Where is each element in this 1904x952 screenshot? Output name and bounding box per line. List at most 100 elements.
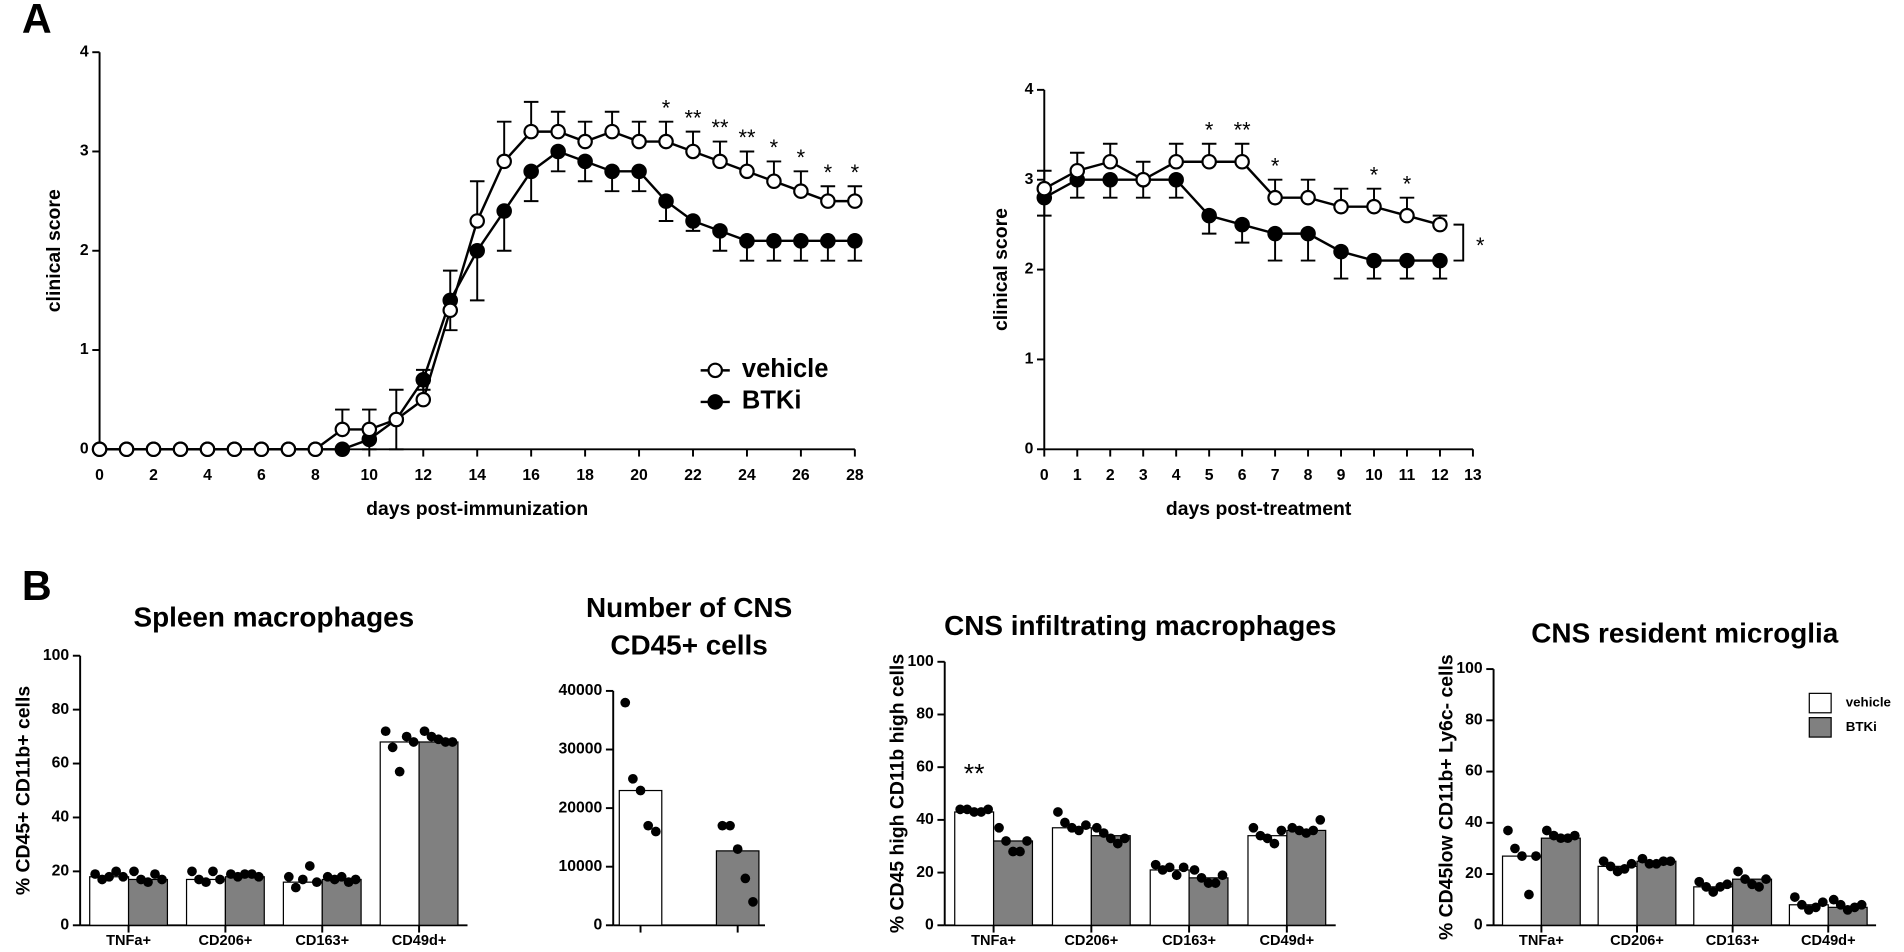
- data-point: [1503, 825, 1513, 836]
- data-point: [1105, 833, 1116, 844]
- significance: *: [1205, 117, 1214, 142]
- point: [1168, 171, 1184, 188]
- point: [118, 441, 135, 458]
- data-point: [215, 874, 225, 885]
- data-point: [969, 807, 980, 817]
- data-point: [1531, 851, 1541, 861]
- bar: [1051, 827, 1092, 926]
- point: [577, 133, 593, 150]
- x-tick-label: 6: [257, 467, 266, 484]
- legend-label: BTKi: [742, 387, 802, 415]
- data-point: [201, 877, 211, 888]
- data-point: [304, 861, 315, 871]
- data-point: [1189, 865, 1200, 875]
- bracket: [1453, 223, 1465, 262]
- point: [658, 133, 674, 150]
- point: [766, 233, 782, 249]
- y-tick-label: 80: [52, 701, 70, 718]
- chart-title: Number of CNS: [586, 592, 792, 623]
- x-tick-label: 1: [1073, 467, 1082, 484]
- point: [685, 213, 701, 229]
- data-point: [239, 869, 250, 879]
- data-point: [1217, 870, 1228, 881]
- data-point: [1789, 892, 1800, 902]
- data-point: [311, 877, 322, 888]
- x-tick-label: 20: [630, 467, 648, 484]
- point: [523, 123, 539, 140]
- data-point: [1637, 853, 1648, 864]
- bar: [1286, 829, 1327, 926]
- point: [793, 183, 809, 199]
- data-point: [90, 869, 101, 879]
- data-point: [1196, 872, 1207, 883]
- data-point: [1754, 881, 1764, 892]
- y-tick-label: 100: [43, 647, 70, 664]
- data-point: [1722, 879, 1733, 890]
- panel-label: B: [22, 563, 52, 609]
- x-tick-label: CD206+: [198, 933, 252, 949]
- point: [1102, 153, 1119, 170]
- x-tick-label: 0: [95, 467, 104, 484]
- data-point: [1119, 833, 1130, 844]
- legend-swatch: [1808, 717, 1832, 738]
- point: [1267, 189, 1283, 206]
- y-axis-label: % CD45 high CD11b high cells: [887, 654, 909, 933]
- point: [1300, 189, 1316, 206]
- point: [1234, 216, 1250, 233]
- point: [523, 163, 539, 180]
- y-tick-label: 80: [916, 706, 934, 723]
- data-point: [394, 766, 405, 777]
- point: [1432, 252, 1448, 269]
- data-point: [350, 874, 361, 885]
- data-point: [118, 871, 128, 882]
- x-tick-label: 18: [576, 467, 594, 484]
- y-tick-label: 20: [916, 864, 934, 881]
- data-point: [208, 866, 218, 877]
- data-point: [1517, 851, 1527, 861]
- data-point: [1541, 825, 1552, 836]
- data-point: [732, 844, 743, 854]
- point: [496, 153, 512, 170]
- data-point: [1708, 887, 1719, 897]
- legend-marker: [707, 394, 723, 410]
- x-tick-label: 22: [684, 467, 702, 484]
- x-tick-label: 24: [738, 467, 756, 484]
- point: [145, 441, 162, 458]
- point: [226, 441, 243, 458]
- bar: [321, 878, 362, 926]
- data-point: [380, 726, 391, 737]
- data-point: [1015, 846, 1025, 857]
- panel-label: A: [22, 0, 52, 42]
- y-tick-label: 4: [1025, 81, 1034, 98]
- data-point: [717, 820, 728, 831]
- y-tick-label: 4: [80, 43, 89, 60]
- y-tick-label: 40: [52, 809, 70, 826]
- data-point: [408, 737, 419, 747]
- data-point: [1091, 822, 1102, 833]
- y-tick-label: 2: [1025, 261, 1034, 278]
- point: [199, 441, 216, 458]
- point: [1399, 207, 1415, 224]
- y-tick-label: 0: [925, 916, 934, 933]
- y-tick-label: 40000: [558, 682, 602, 699]
- point: [820, 193, 836, 209]
- x-tick-label: 0: [1040, 467, 1049, 484]
- point: [415, 391, 432, 408]
- point: [361, 421, 378, 438]
- x-tick-label: 10: [1365, 467, 1383, 484]
- data-point: [628, 773, 638, 784]
- data-point: [419, 726, 430, 737]
- point: [172, 441, 189, 458]
- y-axis-label: clinical score: [43, 189, 65, 312]
- bar: [1090, 835, 1131, 926]
- y-tick-label: 60: [916, 758, 934, 775]
- data-point: [290, 882, 301, 893]
- point: [253, 441, 270, 458]
- x-tick-label: 11: [1399, 467, 1416, 484]
- data-point: [1315, 815, 1326, 825]
- y-tick-label: 30000: [558, 741, 602, 758]
- point: [442, 302, 459, 319]
- significance: *: [1370, 162, 1379, 187]
- point: [685, 143, 701, 160]
